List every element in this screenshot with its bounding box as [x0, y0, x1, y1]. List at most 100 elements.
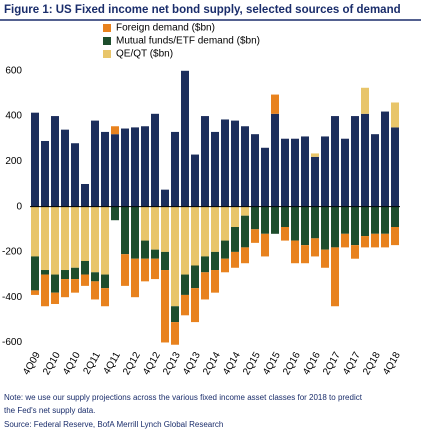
- bar-segment: [221, 258, 229, 273]
- bar-segment: [81, 274, 89, 286]
- bar-segment: [131, 258, 139, 298]
- bar-segment: [101, 288, 109, 307]
- bar-segment: [131, 127, 139, 207]
- bar-segment: [231, 251, 239, 268]
- bar-segment: [201, 116, 209, 207]
- bar-segment: [341, 138, 349, 207]
- bar-segment: [201, 256, 209, 273]
- bar-segment: [281, 138, 289, 207]
- y-tick-label: 400: [5, 111, 22, 122]
- bar-segment: [221, 206, 229, 241]
- bar-segment: [271, 113, 279, 207]
- bar-segment: [61, 129, 69, 207]
- bar-segment: [231, 120, 239, 207]
- bar-segment: [111, 206, 119, 221]
- bar-segment: [311, 238, 319, 257]
- bar-segment: [61, 206, 69, 271]
- bar-segment: [41, 140, 49, 207]
- legend-label: QE/QT ($bn): [116, 49, 173, 60]
- bar-segment: [101, 131, 109, 207]
- bar-segment: [221, 119, 229, 207]
- bar-segment: [121, 128, 129, 207]
- bar-segment: [361, 113, 369, 207]
- note: the Fed's net supply data.: [4, 406, 95, 415]
- bar-segment: [231, 227, 239, 252]
- bar-segment: [271, 94, 279, 114]
- bar-segment: [181, 206, 189, 275]
- bar-segment: [41, 206, 49, 271]
- bar-segment: [101, 206, 109, 275]
- bar-segment: [311, 156, 319, 207]
- bar-segment: [111, 126, 119, 135]
- x-tick-label: 2Q18: [361, 350, 383, 377]
- bar-segment: [41, 274, 49, 307]
- bar-segment: [171, 322, 179, 345]
- bar-segment: [181, 294, 189, 316]
- bar-segment: [241, 247, 249, 264]
- bar-segment: [141, 258, 149, 282]
- bar-segment: [81, 183, 89, 207]
- bar-segment: [331, 247, 339, 307]
- legend-swatch: [103, 50, 111, 58]
- bar-segment: [291, 206, 299, 241]
- x-tick-label: 4Q15: [261, 350, 283, 377]
- bar-segment: [151, 113, 159, 207]
- bar-segment: [51, 206, 59, 275]
- bar-segment: [211, 131, 219, 207]
- bar-segment: [281, 206, 289, 228]
- bar-segment: [121, 206, 129, 255]
- bar-segment: [61, 270, 69, 280]
- bar-segment: [241, 206, 249, 216]
- bar-segment: [171, 206, 179, 307]
- x-tick-label: 4Q13: [181, 350, 203, 377]
- bar-segment: [261, 233, 269, 257]
- bar-segment: [351, 116, 359, 207]
- x-tick-label: 2Q10: [41, 350, 63, 377]
- bar-segment: [201, 272, 209, 300]
- bar-segment: [101, 274, 109, 289]
- bar-segment: [331, 116, 339, 207]
- bar-segment: [91, 272, 99, 282]
- bar-segment: [391, 127, 399, 207]
- bar-segment: [381, 233, 389, 248]
- x-tick-label: 2Q16: [281, 350, 303, 377]
- bar-segment: [341, 206, 349, 234]
- bar-segment: [161, 270, 169, 343]
- legend-swatch: [103, 24, 111, 32]
- bar-segment: [361, 87, 369, 114]
- bar-segment: [311, 206, 319, 239]
- x-tick-label: 4Q14: [221, 350, 243, 377]
- bar-segment: [371, 233, 379, 248]
- y-tick-label: -600: [2, 337, 22, 348]
- bar-segment: [181, 274, 189, 295]
- bar-segment: [141, 240, 149, 259]
- bar-segment: [161, 189, 169, 207]
- bar-segment: [31, 256, 39, 291]
- x-tick-label: 2Q13: [161, 350, 183, 377]
- bar-segment: [191, 265, 199, 289]
- bar-segment: [141, 206, 149, 241]
- bar-segment: [381, 206, 389, 234]
- x-tick-label: 2Q14: [201, 350, 223, 377]
- bar-segment: [321, 206, 329, 250]
- bar-segment: [151, 258, 159, 280]
- bar-segment: [371, 206, 379, 234]
- bar-segment: [381, 111, 389, 207]
- bar-segment: [301, 136, 309, 207]
- bar-segment: [181, 70, 189, 207]
- y-tick-label: 0: [16, 201, 22, 212]
- bar-segment: [291, 138, 299, 207]
- bar-segment: [261, 147, 269, 207]
- bar-segment: [251, 206, 259, 230]
- bar-segment: [31, 206, 39, 257]
- bar-segment: [71, 267, 79, 280]
- bar-segment: [61, 279, 69, 298]
- bar-segment: [361, 206, 369, 237]
- bar-segment: [221, 240, 229, 259]
- bar-segment: [361, 236, 369, 248]
- bar-segment: [161, 251, 169, 271]
- chart-title: Figure 1: US Fixed income net bond suppl…: [4, 4, 401, 16]
- source: Source: Federal Reserve, BofA Merrill Ly…: [4, 420, 223, 429]
- bar-segment: [281, 227, 289, 241]
